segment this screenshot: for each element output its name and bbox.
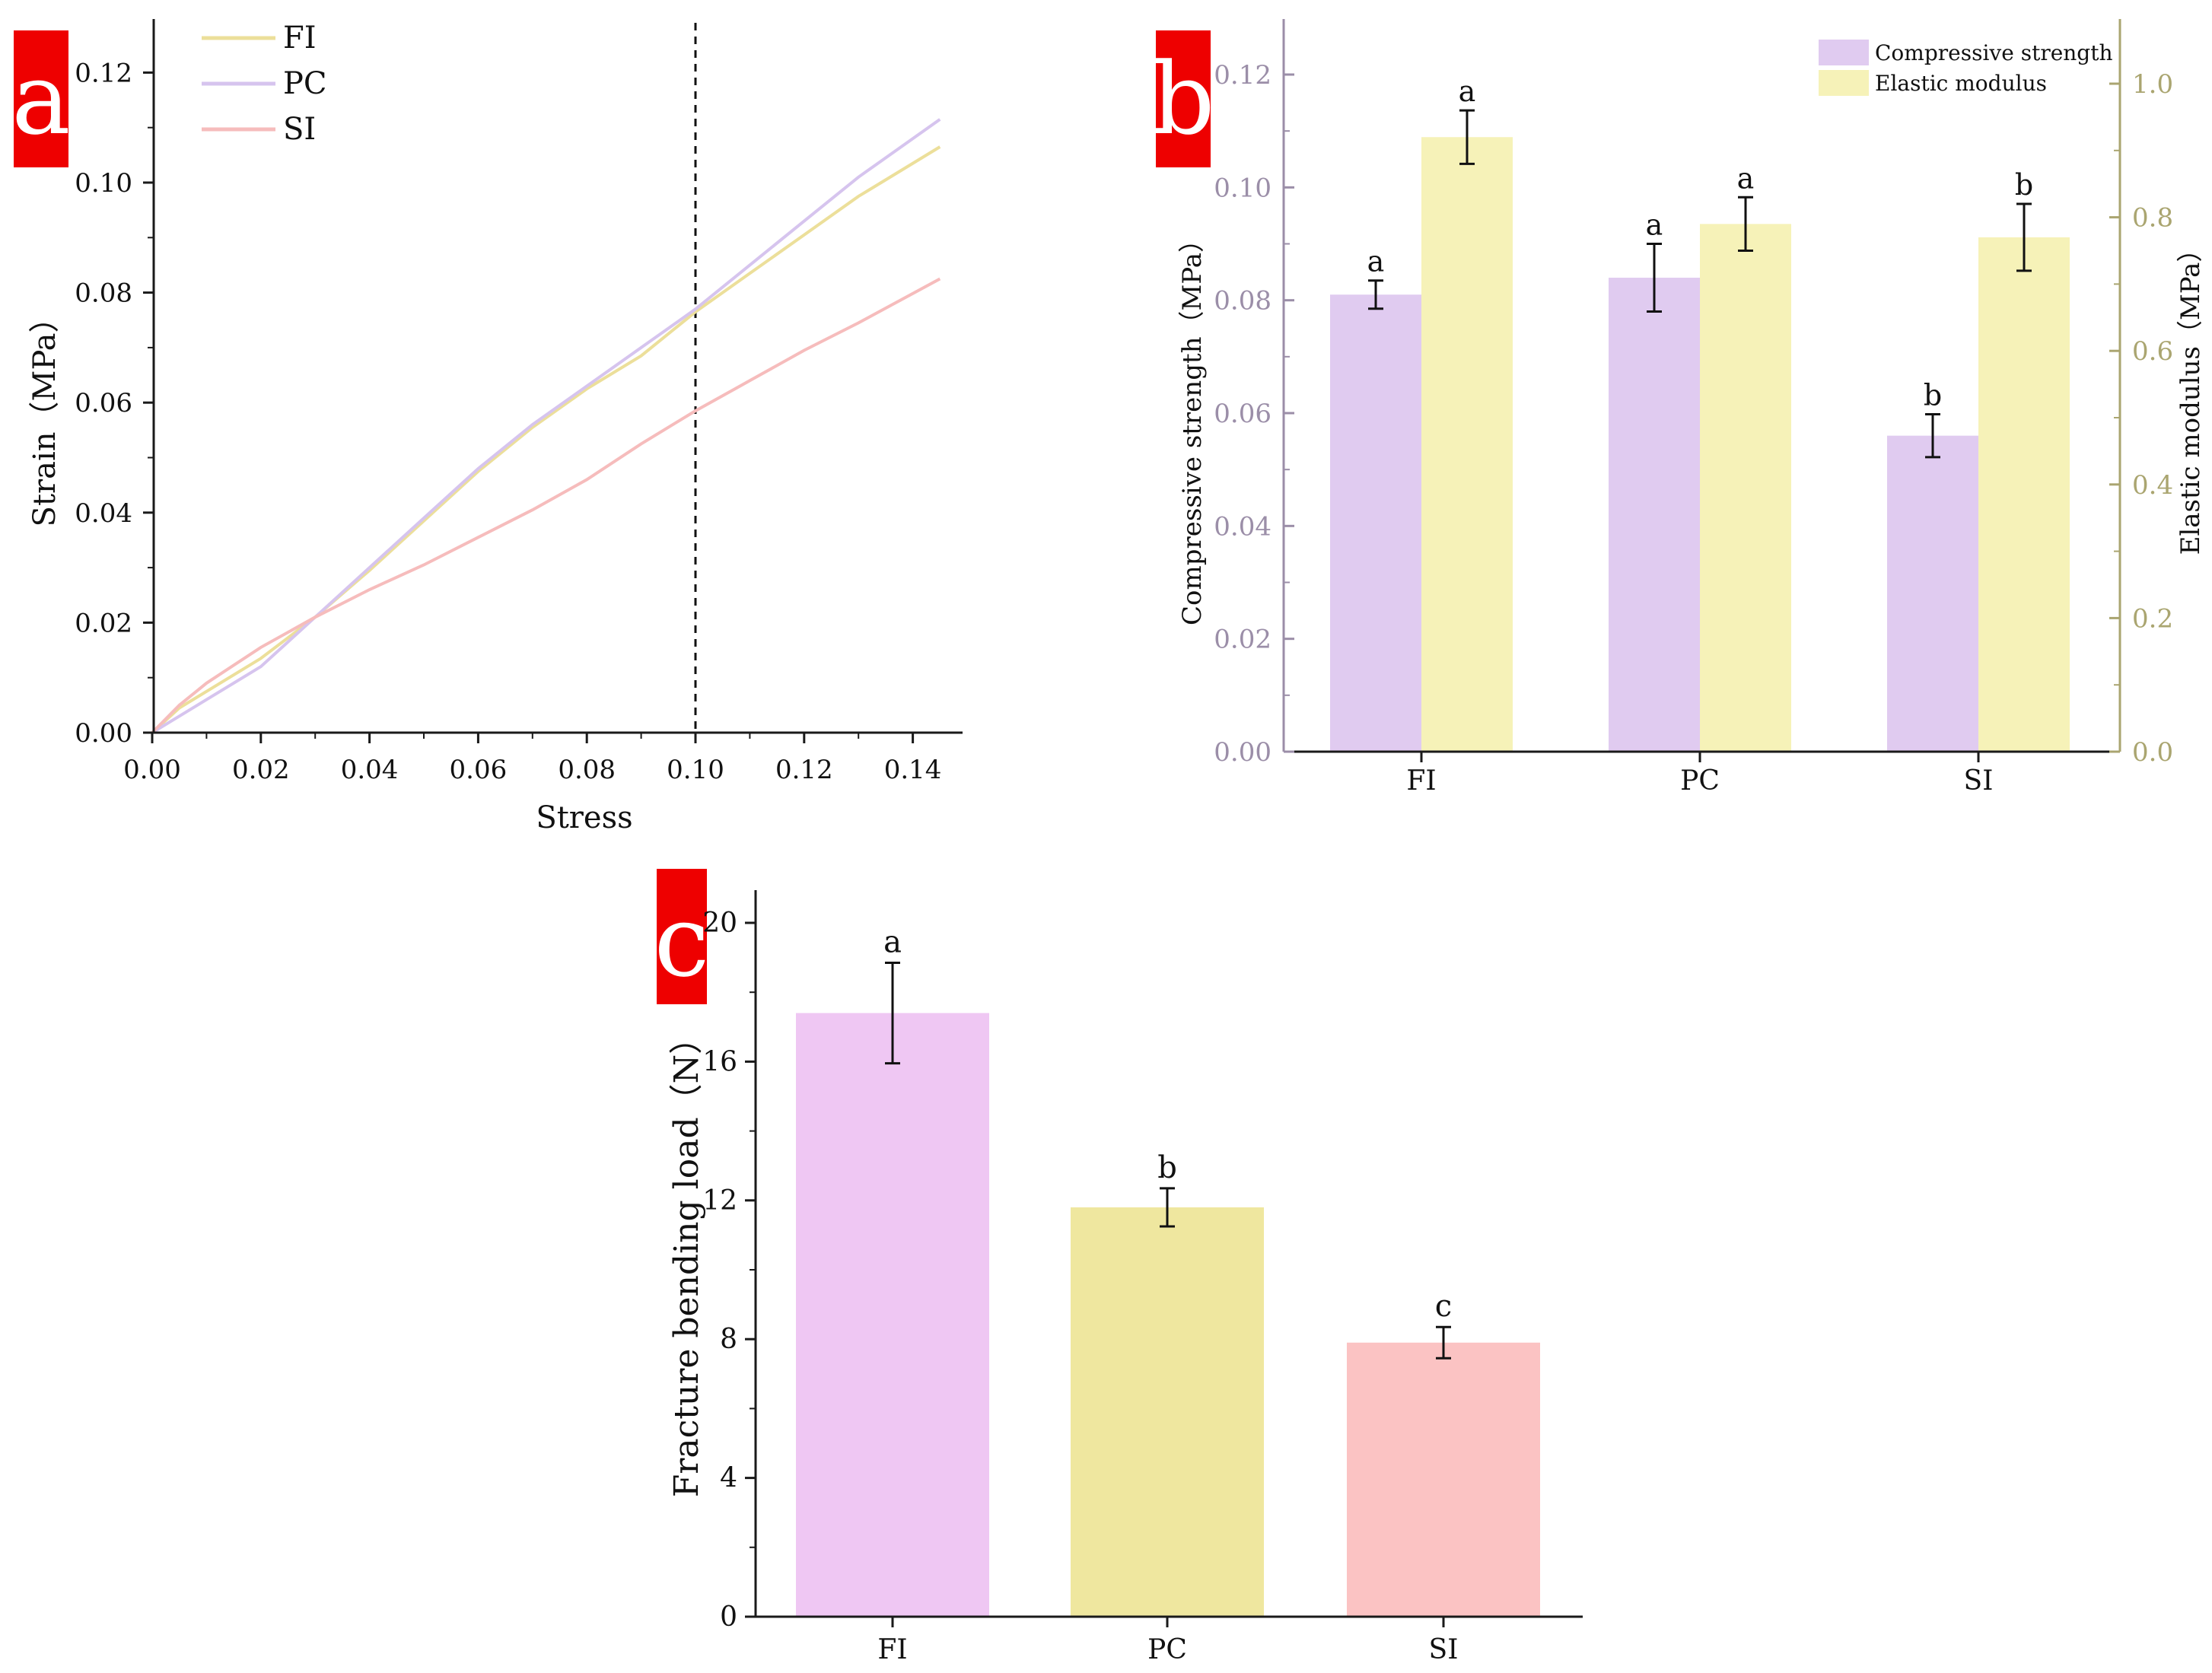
series-line-pc: [151, 118, 941, 734]
legend-label-fi: FI: [283, 21, 317, 56]
left-y-tick-label: 0.12: [1214, 60, 1272, 91]
legend-swatch-elastic-modulus: [1819, 70, 1869, 96]
y-tick-label: 0.12: [75, 58, 132, 88]
bar-elastic-modulus-fi: [1421, 137, 1513, 752]
bar-compressive-strength-si: [1887, 435, 1978, 752]
panel-b-right-axis-label: Elastic modulus（MPa）: [2175, 237, 2206, 555]
y-tick-label: 0.06: [75, 388, 132, 418]
left-y-tick-label: 0.10: [1214, 173, 1272, 203]
right-y-tick-label: 0.2: [2132, 603, 2173, 634]
left-y-tick-label: 0.04: [1214, 511, 1272, 542]
panel-a-label: a: [11, 41, 71, 157]
panel-a-x-axis-label: Stress: [536, 800, 632, 835]
left-y-tick-label: 0.02: [1214, 625, 1272, 655]
right-y-tick-label: 0.4: [2132, 470, 2173, 501]
panel-c-y-axis-label: Fracture bending load（N）: [667, 1021, 706, 1497]
bar-fracture-load-fi: [796, 1013, 989, 1617]
right-y-tick-label: 0.0: [2132, 737, 2173, 768]
significance-letter: a: [1737, 161, 1755, 195]
x-tick-label: 0.10: [667, 755, 724, 785]
bar-compressive-strength-fi: [1330, 294, 1421, 752]
bar-fracture-load-pc: [1071, 1207, 1264, 1617]
panel-a-strain-stress-chart: a 0.00 0.02 0.04 0.06 0.08 0.10 0.12 0.14 0.00 0.…: [11, 19, 963, 835]
y-tick-label: 0.10: [75, 168, 132, 199]
x-tick-label: 0.00: [123, 755, 181, 785]
bar-elastic-modulus-pc: [1700, 224, 1791, 752]
panel-a-y-axis-label: Strain（MPa）: [27, 303, 62, 527]
x-tick-label: 0.14: [884, 755, 942, 785]
significance-letter: c: [1435, 1289, 1452, 1324]
left-y-tick-label: 0.06: [1214, 399, 1272, 429]
y-tick-label: 0.04: [75, 498, 132, 529]
panel-b-strength-modulus-chart: b a a a a b b FI PC SI 0.00 0.02 0.04 0.06 0.08 0.10 0…: [1151, 19, 2206, 797]
y-tick-label: 0.02: [75, 608, 132, 638]
legend-label-pc: PC: [283, 66, 327, 101]
y-tick-label: 0.00: [75, 718, 132, 749]
significance-letter: a: [1646, 208, 1663, 242]
x-tick-label: 0.12: [775, 755, 833, 785]
significance-letter: b: [1157, 1150, 1177, 1185]
right-y-tick-label: 0.8: [2132, 203, 2173, 234]
panel-b-left-axis-label: Compressive strength（MPa）: [1177, 227, 1208, 625]
left-y-tick-label: 0.08: [1214, 286, 1272, 316]
bar-compressive-strength-pc: [1609, 278, 1700, 752]
y-tick-label: 12: [702, 1185, 737, 1217]
y-tick-label: 20: [702, 908, 737, 939]
x-tick-label: 0.04: [341, 755, 399, 785]
panel-a-label-box: [14, 30, 68, 167]
panel-c-label-box: [657, 869, 707, 1004]
x-tick-label: 0.02: [232, 755, 290, 785]
legend-label-compressive-strength: Compressive strength: [1875, 40, 2113, 65]
significance-letter: b: [1924, 378, 1942, 412]
y-tick-label: 0: [720, 1601, 737, 1633]
panel-b-label-box: [1156, 30, 1211, 167]
panel-c-fracture-bending-chart: c a b c FI PC SI 0 4 8 12 16 20 Fracture bending l…: [654, 869, 1583, 1665]
series-line-si: [151, 277, 941, 734]
left-y-tick-label: 0.00: [1214, 737, 1272, 768]
legend-swatch-compressive-strength: [1819, 40, 1869, 65]
x-tick-label: FI: [877, 1634, 907, 1665]
x-tick-label: PC: [1147, 1634, 1187, 1665]
significance-letter: a: [1459, 75, 1476, 108]
legend-label-si: SI: [283, 112, 316, 147]
series-line-fi: [151, 145, 941, 734]
x-tick-label: PC: [1680, 765, 1720, 797]
x-tick-label: FI: [1406, 765, 1436, 797]
x-tick-label: 0.08: [558, 755, 616, 785]
right-y-tick-label: 0.6: [2132, 336, 2173, 367]
bar-elastic-modulus-si: [1978, 237, 2070, 752]
legend-label-elastic-modulus: Elastic modulus: [1875, 71, 2047, 96]
bar-fracture-load-si: [1347, 1342, 1540, 1617]
panel-c-label: c: [654, 883, 710, 999]
significance-letter: a: [883, 924, 902, 959]
y-tick-label: 16: [702, 1046, 737, 1077]
significance-letter: a: [1367, 245, 1385, 278]
panel-b-label: b: [1151, 41, 1214, 157]
y-tick-label: 8: [720, 1324, 737, 1355]
right-y-tick-label: 1.0: [2132, 69, 2173, 100]
x-tick-label: SI: [1429, 1634, 1459, 1665]
x-tick-label: 0.06: [450, 755, 508, 785]
y-tick-label: 4: [720, 1463, 737, 1494]
significance-letter: b: [2015, 168, 2033, 202]
x-tick-label: SI: [1964, 765, 1994, 797]
y-tick-label: 0.08: [75, 278, 132, 309]
